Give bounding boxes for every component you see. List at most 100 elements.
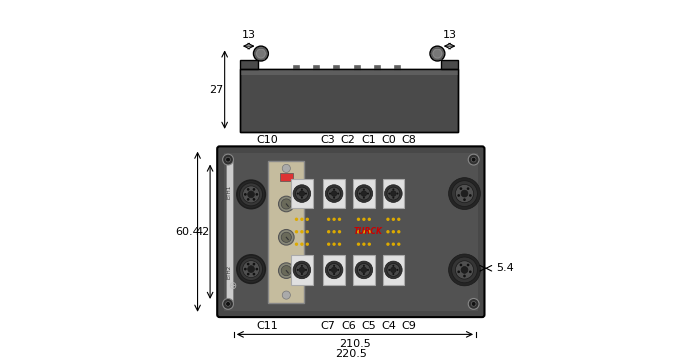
Text: C10: C10	[256, 135, 278, 145]
Circle shape	[338, 230, 341, 233]
Text: C7: C7	[321, 321, 335, 331]
Circle shape	[389, 192, 391, 195]
Circle shape	[333, 273, 335, 275]
Text: C1: C1	[361, 135, 376, 145]
Circle shape	[363, 273, 365, 275]
Bar	[280, 173, 293, 181]
Circle shape	[387, 187, 400, 200]
Circle shape	[358, 264, 370, 276]
Circle shape	[338, 218, 341, 221]
Circle shape	[328, 187, 340, 200]
Circle shape	[331, 191, 337, 196]
Circle shape	[391, 191, 396, 196]
Circle shape	[392, 197, 394, 199]
Bar	[394, 65, 400, 70]
Circle shape	[358, 187, 370, 200]
Circle shape	[355, 261, 372, 279]
Circle shape	[430, 46, 445, 61]
Circle shape	[237, 255, 265, 283]
Circle shape	[362, 218, 365, 221]
Circle shape	[361, 191, 367, 196]
Circle shape	[301, 188, 303, 191]
Bar	[323, 179, 344, 209]
Circle shape	[337, 269, 340, 271]
Circle shape	[225, 157, 230, 162]
Text: C6: C6	[341, 321, 356, 331]
Bar	[240, 69, 458, 132]
Bar	[240, 69, 458, 132]
Circle shape	[449, 178, 480, 210]
Circle shape	[328, 264, 340, 276]
Circle shape	[467, 187, 470, 190]
Circle shape	[468, 298, 479, 309]
Circle shape	[329, 192, 331, 195]
Bar	[333, 65, 340, 70]
FancyBboxPatch shape	[268, 161, 304, 303]
Circle shape	[253, 198, 256, 201]
Circle shape	[244, 268, 246, 270]
Circle shape	[471, 302, 476, 306]
Circle shape	[456, 185, 474, 203]
Circle shape	[338, 242, 341, 246]
Circle shape	[253, 46, 268, 61]
Circle shape	[461, 266, 468, 273]
Circle shape	[384, 261, 402, 279]
Circle shape	[363, 188, 365, 191]
Circle shape	[300, 242, 304, 246]
Circle shape	[282, 291, 290, 299]
Circle shape	[386, 230, 390, 233]
Circle shape	[327, 218, 330, 221]
Circle shape	[359, 269, 360, 271]
Circle shape	[471, 157, 476, 162]
Circle shape	[332, 230, 336, 233]
Circle shape	[247, 273, 250, 275]
Circle shape	[300, 230, 304, 233]
Circle shape	[397, 242, 400, 246]
Text: ETH1: ETH1	[227, 185, 232, 199]
Circle shape	[368, 218, 371, 221]
Text: 5.4: 5.4	[496, 263, 514, 273]
Circle shape	[243, 186, 260, 203]
Circle shape	[463, 275, 466, 278]
Circle shape	[295, 187, 308, 200]
Circle shape	[392, 273, 394, 275]
Circle shape	[355, 185, 372, 202]
Bar	[240, 60, 258, 69]
Circle shape	[362, 230, 365, 233]
Circle shape	[397, 230, 400, 233]
Circle shape	[253, 273, 256, 275]
Circle shape	[297, 269, 299, 271]
Circle shape	[281, 232, 291, 242]
Circle shape	[329, 269, 331, 271]
Circle shape	[337, 192, 340, 195]
Circle shape	[299, 267, 304, 272]
Circle shape	[333, 188, 335, 191]
Circle shape	[368, 242, 371, 246]
Text: ⊕: ⊕	[228, 281, 237, 291]
Circle shape	[293, 261, 311, 279]
Circle shape	[306, 242, 309, 246]
Circle shape	[460, 187, 462, 190]
Text: C2: C2	[341, 135, 356, 145]
Circle shape	[295, 242, 298, 246]
Circle shape	[457, 270, 460, 273]
Circle shape	[305, 269, 307, 271]
Bar	[354, 179, 374, 209]
Circle shape	[468, 154, 479, 165]
Circle shape	[248, 191, 255, 198]
Circle shape	[397, 218, 400, 221]
Circle shape	[326, 185, 343, 202]
Circle shape	[469, 194, 472, 197]
Circle shape	[306, 230, 309, 233]
Circle shape	[239, 257, 262, 281]
Bar	[323, 255, 344, 285]
Circle shape	[363, 265, 365, 267]
Circle shape	[301, 273, 303, 275]
Circle shape	[239, 183, 262, 206]
Bar	[354, 255, 374, 285]
Circle shape	[391, 267, 396, 272]
Circle shape	[225, 302, 230, 306]
Circle shape	[282, 164, 290, 172]
Circle shape	[333, 265, 335, 267]
Bar	[441, 60, 458, 69]
